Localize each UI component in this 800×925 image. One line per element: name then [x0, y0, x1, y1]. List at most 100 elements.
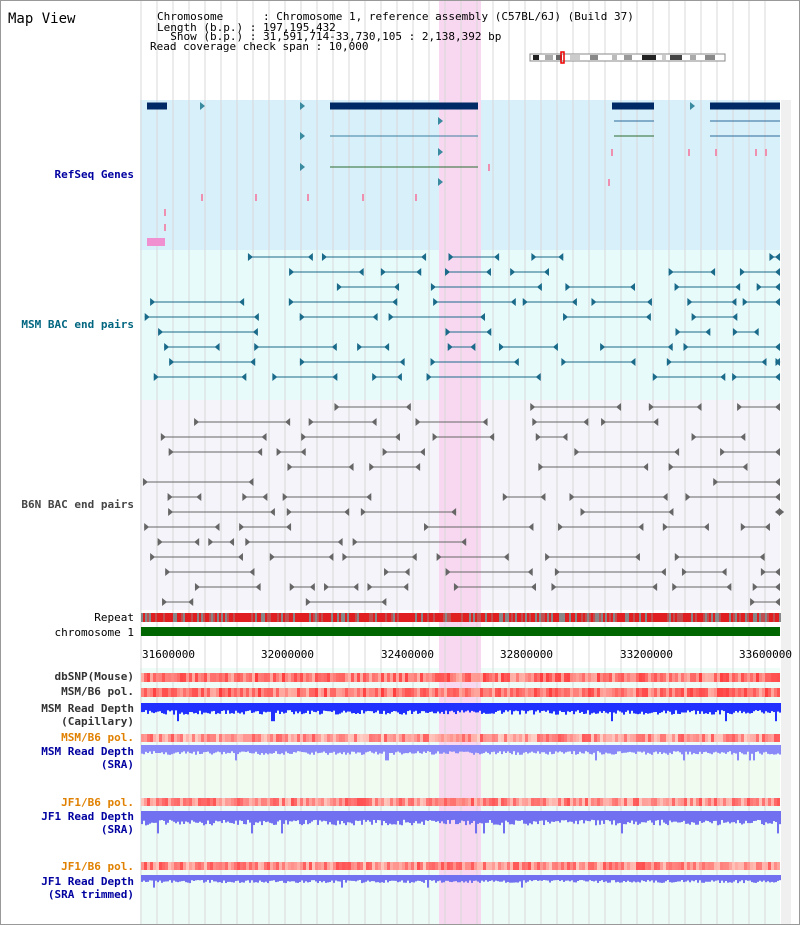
depth-bar	[725, 745, 727, 754]
depth-bar	[461, 811, 463, 821]
msm-bac-label[interactable]: MSM BAC end pairs	[21, 318, 134, 331]
depth-bar	[729, 811, 731, 824]
b6n-bac-label[interactable]: B6N BAC end pairs	[21, 498, 134, 511]
pol-heat-mark	[384, 673, 387, 682]
depth-bar	[301, 811, 303, 826]
depth-bar	[503, 811, 505, 834]
pol-heat-mark	[285, 688, 288, 697]
depth-bar	[535, 811, 537, 822]
repeat-mark	[313, 613, 315, 622]
depth-bar	[295, 875, 297, 883]
pol-heat-mark	[666, 688, 669, 697]
pol-heat-mark	[279, 688, 282, 697]
repeat-mark	[615, 613, 617, 622]
bac-end	[571, 298, 577, 306]
depth-bar	[689, 811, 691, 825]
repeat-mark	[751, 613, 753, 622]
bac-end	[208, 538, 214, 546]
bac-end	[775, 358, 780, 366]
pol-heat-mark	[411, 798, 414, 806]
repeat-mark	[359, 613, 361, 622]
depth-bar	[141, 703, 143, 713]
pol-heat-mark	[471, 688, 474, 697]
depth-bar	[745, 745, 747, 755]
repeat-mark	[715, 613, 717, 622]
pol-heat-mark	[252, 862, 255, 870]
depth-bar	[605, 745, 607, 753]
pol-heat-mark	[180, 734, 183, 742]
depth-bar	[691, 811, 693, 823]
repeat-mark	[309, 613, 311, 622]
pol-heat-mark	[549, 688, 552, 697]
bac-end	[674, 553, 680, 561]
depth-bar	[677, 703, 679, 714]
depth-bar	[743, 703, 745, 712]
depth-bar	[261, 875, 263, 882]
gene-tick	[765, 149, 767, 156]
depth-bar	[143, 703, 145, 712]
depth-bar	[537, 875, 539, 881]
pol-heat-mark	[429, 798, 432, 806]
pol-heat-mark	[231, 673, 234, 682]
pol-heat-mark	[585, 688, 588, 697]
pol-heat-mark	[411, 862, 414, 870]
pol-heat-mark	[573, 862, 576, 870]
pol-heat-mark	[510, 798, 513, 806]
depth-bar	[305, 703, 307, 713]
depth-bar	[197, 745, 199, 752]
depth-bar	[427, 703, 429, 713]
pol-heat-mark	[174, 734, 177, 742]
depth-bar	[581, 703, 583, 712]
bac-end	[756, 283, 762, 291]
pol-heat-mark	[507, 734, 510, 742]
pol-heat-mark	[621, 688, 624, 697]
bac-end	[775, 283, 780, 291]
depth-bar	[265, 875, 267, 882]
depth-bar	[397, 745, 399, 752]
depth-bar	[333, 811, 335, 825]
bac-end	[660, 568, 666, 576]
bac-end	[366, 493, 372, 501]
depth-bar	[151, 875, 153, 881]
depth-bar	[489, 875, 491, 881]
pol-heat-mark	[561, 673, 564, 682]
depth-bar	[197, 811, 199, 823]
bac-end	[403, 583, 409, 591]
depth-bar	[539, 875, 541, 881]
depth-bar	[347, 811, 349, 823]
refseq-label[interactable]: RefSeq Genes	[54, 168, 134, 181]
repeat-mark	[303, 613, 305, 622]
bac-end	[249, 568, 255, 576]
depth-bar	[737, 811, 739, 821]
depth-bar	[331, 875, 333, 881]
depth-bar	[757, 745, 759, 752]
depth-bar	[681, 703, 683, 713]
pol-heat-mark	[438, 798, 441, 806]
depth-bar	[191, 875, 193, 881]
depth-bar	[607, 875, 609, 883]
depth-bar	[503, 703, 505, 713]
depth-bar	[377, 811, 379, 821]
depth-bar	[731, 875, 733, 883]
pol-heat-mark	[441, 734, 444, 742]
pol-heat-mark	[282, 688, 285, 697]
pol-heat-mark	[480, 798, 483, 806]
depth-bar	[335, 703, 337, 715]
depth-bar	[611, 875, 613, 881]
pol-heat-mark	[264, 862, 267, 870]
depth-bar	[503, 745, 505, 752]
depth-bar	[359, 703, 361, 714]
depth-bar	[239, 811, 241, 821]
depth-bar	[381, 811, 383, 826]
pol-heat-mark	[255, 734, 258, 742]
pol-heat-mark	[657, 734, 660, 742]
pol-heat-mark	[384, 688, 387, 697]
depth-bar	[435, 875, 437, 883]
depth-bar	[631, 703, 633, 711]
pol-heat-mark	[495, 798, 498, 806]
depth-bar	[455, 811, 457, 825]
pol-heat-mark	[273, 688, 276, 697]
repeat-mark	[215, 613, 217, 622]
highlight-region	[439, 0, 481, 925]
